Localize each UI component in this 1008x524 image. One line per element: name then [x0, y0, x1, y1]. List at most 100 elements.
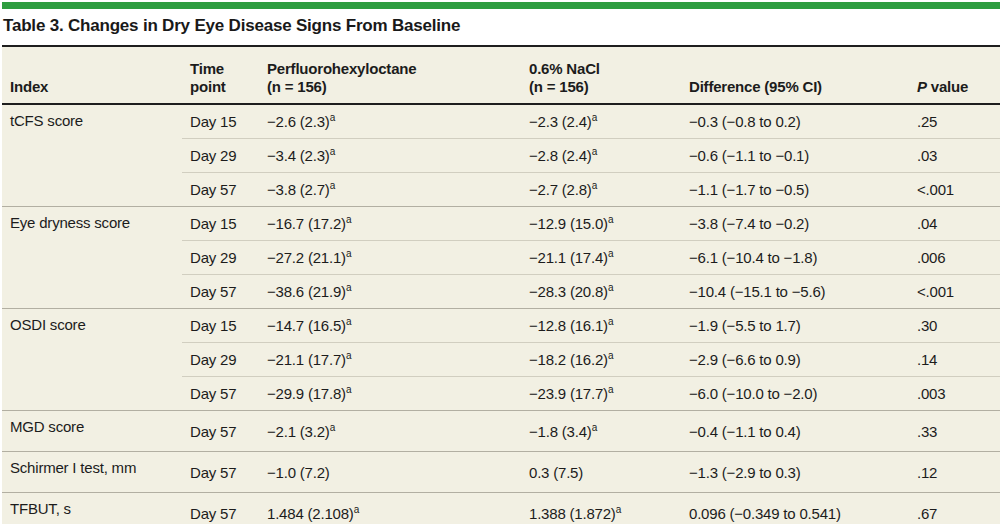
p-value-cell: .04 — [909, 207, 1000, 241]
footnote-marker: a — [592, 422, 598, 433]
row-index-cell: TFBUT, s — [2, 493, 182, 524]
footnote-marker: a — [346, 350, 352, 361]
footnote-marker: a — [592, 146, 598, 157]
nacl-value-cell: −18.2 (16.2)a — [521, 343, 681, 377]
article-table-figure: Table 3. Changes in Dry Eye Disease Sign… — [0, 0, 1008, 524]
time-point-cell: Day 57 — [182, 173, 259, 207]
col-header-index: Index — [2, 46, 182, 104]
nacl-value-cell: −12.9 (15.0)a — [521, 207, 681, 241]
nacl-value-cell: −28.3 (20.8)a — [521, 275, 681, 309]
table-row: Eye dryness score Day 15 −16.7 (17.2)a −… — [2, 207, 1000, 241]
footnote-marker: a — [608, 384, 614, 395]
footnote-marker: a — [608, 316, 614, 327]
p-value-cell: <.001 — [909, 275, 1000, 309]
header-row: Index Time point Perfluorohexyloctane (n… — [2, 46, 1000, 104]
footnote-marker: a — [592, 180, 598, 191]
drug-value-cell: −1.0 (7.2) — [259, 452, 521, 493]
row-index-cell: tCFS score — [2, 104, 182, 207]
drug-value-cell: −3.8 (2.7)a — [259, 173, 521, 207]
footnote-marker: a — [346, 248, 352, 259]
footnote-marker: a — [346, 282, 352, 293]
p-value-cell: .30 — [909, 309, 1000, 343]
nacl-value-cell: −12.8 (16.1)a — [521, 309, 681, 343]
time-point-cell: Day 15 — [182, 104, 259, 139]
footnote-marker: a — [346, 384, 352, 395]
time-point-cell: Day 57 — [182, 452, 259, 493]
time-point-cell: Day 15 — [182, 309, 259, 343]
table-row: TFBUT, s Day 57 1.484 (2.108)a 1.388 (1.… — [2, 493, 1000, 524]
dry-eye-signs-table: Index Time point Perfluorohexyloctane (n… — [2, 45, 1000, 524]
drug-value-cell: −2.1 (3.2)a — [259, 411, 521, 452]
difference-cell: −0.3 (−0.8 to 0.2) — [681, 104, 909, 139]
nacl-value-cell: 0.3 (7.5) — [521, 452, 681, 493]
nacl-value-cell: −1.8 (3.4)a — [521, 411, 681, 452]
p-value-cell: .03 — [909, 139, 1000, 173]
time-point-cell: Day 29 — [182, 139, 259, 173]
footnote-marker: a — [592, 112, 598, 123]
nacl-value-cell: −23.9 (17.7)a — [521, 377, 681, 411]
col-header-difference: Difference (95% CI) — [681, 46, 909, 104]
p-value-cell: .006 — [909, 241, 1000, 275]
drug-value-cell: −2.6 (2.3)a — [259, 104, 521, 139]
nacl-value-cell: −2.7 (2.8)a — [521, 173, 681, 207]
footnote-marker: a — [346, 316, 352, 327]
footnote-marker: a — [330, 422, 336, 433]
p-value-cell: <.001 — [909, 173, 1000, 207]
time-point-cell: Day 15 — [182, 207, 259, 241]
footnote-marker: a — [354, 504, 360, 515]
drug-value-cell: −27.2 (21.1)a — [259, 241, 521, 275]
table-row: OSDI score Day 15 −14.7 (16.5)a −12.8 (1… — [2, 309, 1000, 343]
drug-value-cell: −29.9 (17.8)a — [259, 377, 521, 411]
footnote-marker: a — [616, 504, 622, 515]
table-row: tCFS score Day 15 −2.6 (2.3)a −2.3 (2.4)… — [2, 104, 1000, 139]
time-point-cell: Day 57 — [182, 493, 259, 524]
row-index-cell: MGD score — [2, 411, 182, 452]
drug-value-cell: −3.4 (2.3)a — [259, 139, 521, 173]
footnote-marker: a — [330, 112, 336, 123]
difference-cell: −1.3 (−2.9 to 0.3) — [681, 452, 909, 493]
time-point-cell: Day 57 — [182, 377, 259, 411]
time-point-cell: Day 29 — [182, 343, 259, 377]
table-accent-bar — [2, 2, 1000, 9]
footnote-marker: a — [608, 350, 614, 361]
footnote-marker: a — [330, 180, 336, 191]
drug-value-cell: −21.1 (17.7)a — [259, 343, 521, 377]
difference-cell: −6.1 (−10.4 to −1.8) — [681, 241, 909, 275]
difference-cell: −1.9 (−5.5 to 1.7) — [681, 309, 909, 343]
difference-cell: −0.6 (−1.1 to −0.1) — [681, 139, 909, 173]
nacl-value-cell: −2.8 (2.4)a — [521, 139, 681, 173]
col-header-nacl: 0.6% NaCl (n = 156) — [521, 46, 681, 104]
table-row: Schirmer I test, mm Day 57 −1.0 (7.2) 0.… — [2, 452, 1000, 493]
p-value-cell: .003 — [909, 377, 1000, 411]
time-point-cell: Day 57 — [182, 411, 259, 452]
p-value-cell: .14 — [909, 343, 1000, 377]
nacl-value-cell: −2.3 (2.4)a — [521, 104, 681, 139]
difference-cell: −3.8 (−7.4 to −0.2) — [681, 207, 909, 241]
difference-cell: −2.9 (−6.6 to 0.9) — [681, 343, 909, 377]
footnote-marker: a — [330, 146, 336, 157]
p-value-cell: .67 — [909, 493, 1000, 524]
difference-cell: −6.0 (−10.0 to −2.0) — [681, 377, 909, 411]
row-index-cell: Schirmer I test, mm — [2, 452, 182, 493]
time-point-cell: Day 29 — [182, 241, 259, 275]
col-header-perfluorohexyloctane: Perfluorohexyloctane (n = 156) — [259, 46, 521, 104]
row-index-cell: OSDI score — [2, 309, 182, 411]
drug-value-cell: −14.7 (16.5)a — [259, 309, 521, 343]
difference-cell: −10.4 (−15.1 to −5.6) — [681, 275, 909, 309]
row-index-cell: Eye dryness score — [2, 207, 182, 309]
col-header-p-value: P value — [909, 46, 1000, 104]
footnote-marker: a — [346, 214, 352, 225]
table-title: Table 3. Changes in Dry Eye Disease Sign… — [3, 16, 460, 36]
footnote-marker: a — [608, 282, 614, 293]
difference-cell: −0.4 (−1.1 to 0.4) — [681, 411, 909, 452]
p-value-cell: .12 — [909, 452, 1000, 493]
time-point-cell: Day 57 — [182, 275, 259, 309]
p-value-cell: .25 — [909, 104, 1000, 139]
drug-value-cell: −38.6 (21.9)a — [259, 275, 521, 309]
p-value-cell: .33 — [909, 411, 1000, 452]
nacl-value-cell: 1.388 (1.872)a — [521, 493, 681, 524]
difference-cell: −1.1 (−1.7 to −0.5) — [681, 173, 909, 207]
nacl-value-cell: −21.1 (17.4)a — [521, 241, 681, 275]
footnote-marker: a — [608, 248, 614, 259]
difference-cell: 0.096 (−0.349 to 0.541) — [681, 493, 909, 524]
